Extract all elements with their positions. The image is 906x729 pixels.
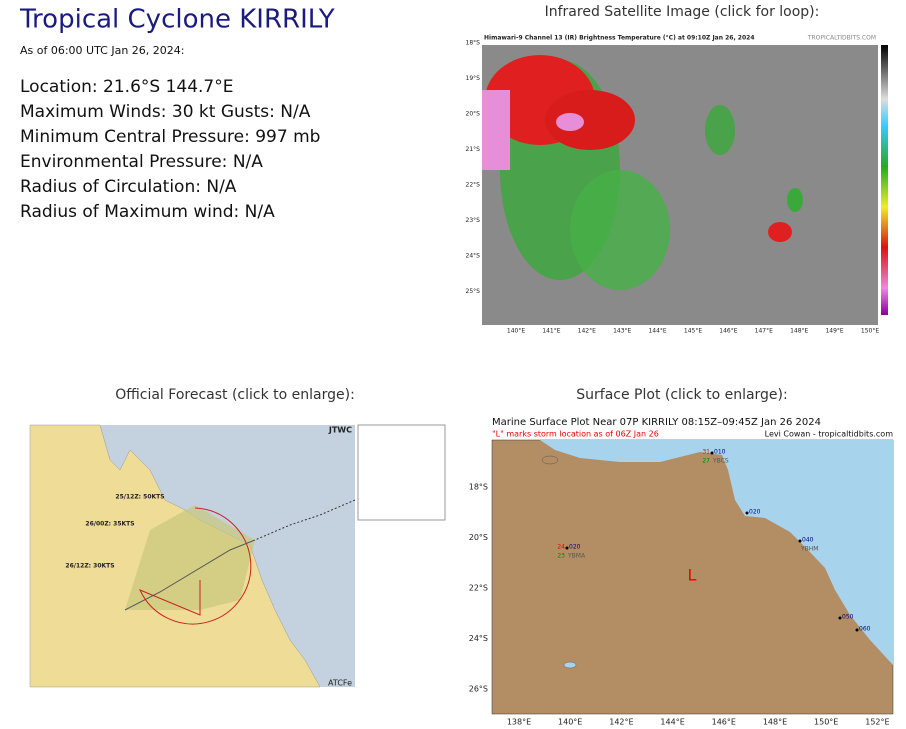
detail-line: Radius of Circulation: N/A: [20, 177, 237, 197]
sfc-subtitle: "L" marks storm location as of 06Z Jan 2…: [492, 430, 659, 439]
station-dot: [745, 511, 749, 515]
fc-legend: [357, 424, 446, 521]
station-dew: 23: [557, 553, 565, 560]
sfc-lat-label: 26°S: [469, 685, 488, 694]
sat-lon-label: 141°E: [542, 328, 560, 335]
station-id: YBMA: [567, 553, 586, 560]
sat-credit: TROPICALTIDBITS.COM: [807, 35, 876, 42]
sfc-lat-label: 18°S: [469, 483, 488, 492]
sat-lat-label: 25°S: [466, 288, 481, 295]
sat-caption: Himawari-9 Channel 13 (IR) Brightness Te…: [484, 35, 755, 42]
storm-marker: L: [688, 566, 697, 585]
sat-lat-label: 21°S: [466, 146, 481, 153]
cloud: [545, 90, 635, 150]
surface-heading: Surface Plot (click to enlarge):: [576, 387, 787, 403]
cloud: [556, 113, 584, 131]
station-temp: 31: [702, 449, 710, 456]
sfc-lat-label: 24°S: [469, 634, 488, 643]
sat-lat-label: 24°S: [466, 253, 481, 260]
cloud: [768, 222, 792, 242]
sfc-labels: 18°S 20°S 22°S 24°S 26°S 138°E 140°E 142°E 144°E…: [469, 449, 890, 727]
sfc-title: Marine Surface Plot Near 07P KIRRILY 08:…: [492, 417, 821, 428]
sat-lon-label: 140°E: [507, 328, 525, 335]
sat-lat-label: 18°S: [466, 40, 481, 47]
cloud: [705, 105, 735, 155]
surface-image[interactable]: Marine Surface Plot Near 07P KIRRILY 08:…: [482, 412, 896, 715]
island: [541, 455, 559, 465]
fc-point-label: 26/00Z: 35KTS: [85, 521, 134, 528]
fc-past-track: [254, 499, 356, 541]
station-dot: [710, 451, 714, 455]
page-title: Tropical Cyclone KIRRILY: [19, 5, 335, 35]
colorbar: [881, 45, 888, 315]
sfc-lon-label: 138°E: [507, 718, 531, 727]
station-pressure: 020: [749, 509, 761, 516]
fc-point-label: 25/12Z: 50KTS: [115, 494, 164, 501]
sfc-lon-label: 144°E: [660, 718, 684, 727]
detail-line: Environmental Pressure: N/A: [20, 152, 263, 172]
fc-wind-radii: [139, 507, 252, 625]
sat-lon-label: 146°E: [719, 328, 737, 335]
station-pressure: 050: [842, 614, 854, 621]
sat-lon-label: 149°E: [825, 328, 843, 335]
fc-cone: [125, 505, 255, 610]
sfc-lon-label: 148°E: [763, 718, 787, 727]
forecast-heading: Official Forecast (click to enlarge):: [115, 387, 355, 403]
station-id: YBHM: [800, 546, 818, 553]
sfc-lat-label: 20°S: [469, 533, 488, 542]
detail-line: Minimum Central Pressure: 997 mb: [20, 127, 320, 147]
cloud: [570, 170, 670, 290]
details: Location: 21.6°S 144.7°E Maximum Winds: 3…: [20, 77, 320, 222]
sat-lat-label: 22°S: [466, 182, 481, 189]
sfc-credit: Levi Cowan - tropicaltidbits.com: [765, 430, 894, 439]
sat-lon-label: 143°E: [613, 328, 631, 335]
lake: [563, 661, 577, 669]
station-pressure: 010: [714, 449, 726, 456]
station-pressure: 060: [859, 626, 871, 633]
satellite-heading: Infrared Satellite Image (click for loop…: [545, 4, 820, 20]
fc-track: [124, 539, 256, 611]
sfc-lon-label: 150°E: [814, 718, 838, 727]
sfc-lon-label: 146°E: [712, 718, 736, 727]
sat-lon-label: 147°E: [755, 328, 773, 335]
sfc-lon-label: 142°E: [609, 718, 633, 727]
detail-line: Location: 21.6°S 144.7°E: [20, 77, 234, 97]
station-temp: 24: [557, 544, 565, 551]
sat-lon-label: 145°E: [684, 328, 702, 335]
fc-labels: 25/12Z: 50KTS 26/00Z: 35KTS 26/12Z: 30KTS: [65, 494, 164, 570]
station-dot: [798, 539, 802, 543]
sat-lon-label: 144°E: [648, 328, 666, 335]
station-pressure: 040: [802, 537, 814, 544]
detail-line: Maximum Winds: 30 kt Gusts: N/A: [20, 102, 311, 122]
satellite-image[interactable]: Himawari-9 Channel 13 (IR) Brightness Te…: [482, 33, 890, 325]
sat-lon-label: 142°E: [578, 328, 596, 335]
station-id: YBCS: [712, 458, 729, 465]
fc-footer: ATCFe: [328, 679, 352, 688]
station-pressure: 020: [569, 544, 581, 551]
fc-agency: JTWC: [328, 426, 352, 435]
detail-line: Radius of Maximum wind: N/A: [20, 202, 275, 222]
cloud: [482, 90, 510, 170]
station-dot: [838, 616, 842, 620]
sat-labels: 18°S 19°S 20°S 21°S 22°S 23°S 24°S 25°S 140°E 141…: [466, 40, 880, 335]
fc-point-label: 26/12Z: 30KTS: [65, 563, 114, 570]
sat-lat-label: 23°S: [466, 217, 481, 224]
sfc-water: [540, 440, 893, 665]
station-dot: [855, 628, 859, 632]
station-dot: [565, 546, 569, 550]
as-of: As of 06:00 UTC Jan 26, 2024:: [20, 44, 185, 57]
forecast-image[interactable]: JTWC ATCFe: [20, 412, 450, 700]
sat-lon-label: 148°E: [790, 328, 808, 335]
sfc-lon-label: 152°E: [865, 718, 889, 727]
sat-lat-label: 20°S: [466, 111, 481, 118]
cloud: [787, 188, 803, 212]
sfc-lat-label: 22°S: [469, 584, 488, 593]
station-dew: 27: [702, 458, 710, 465]
sat-lat-label: 19°S: [466, 75, 481, 82]
sfc-lon-label: 140°E: [558, 718, 582, 727]
sat-lon-label: 150°E: [861, 328, 879, 335]
